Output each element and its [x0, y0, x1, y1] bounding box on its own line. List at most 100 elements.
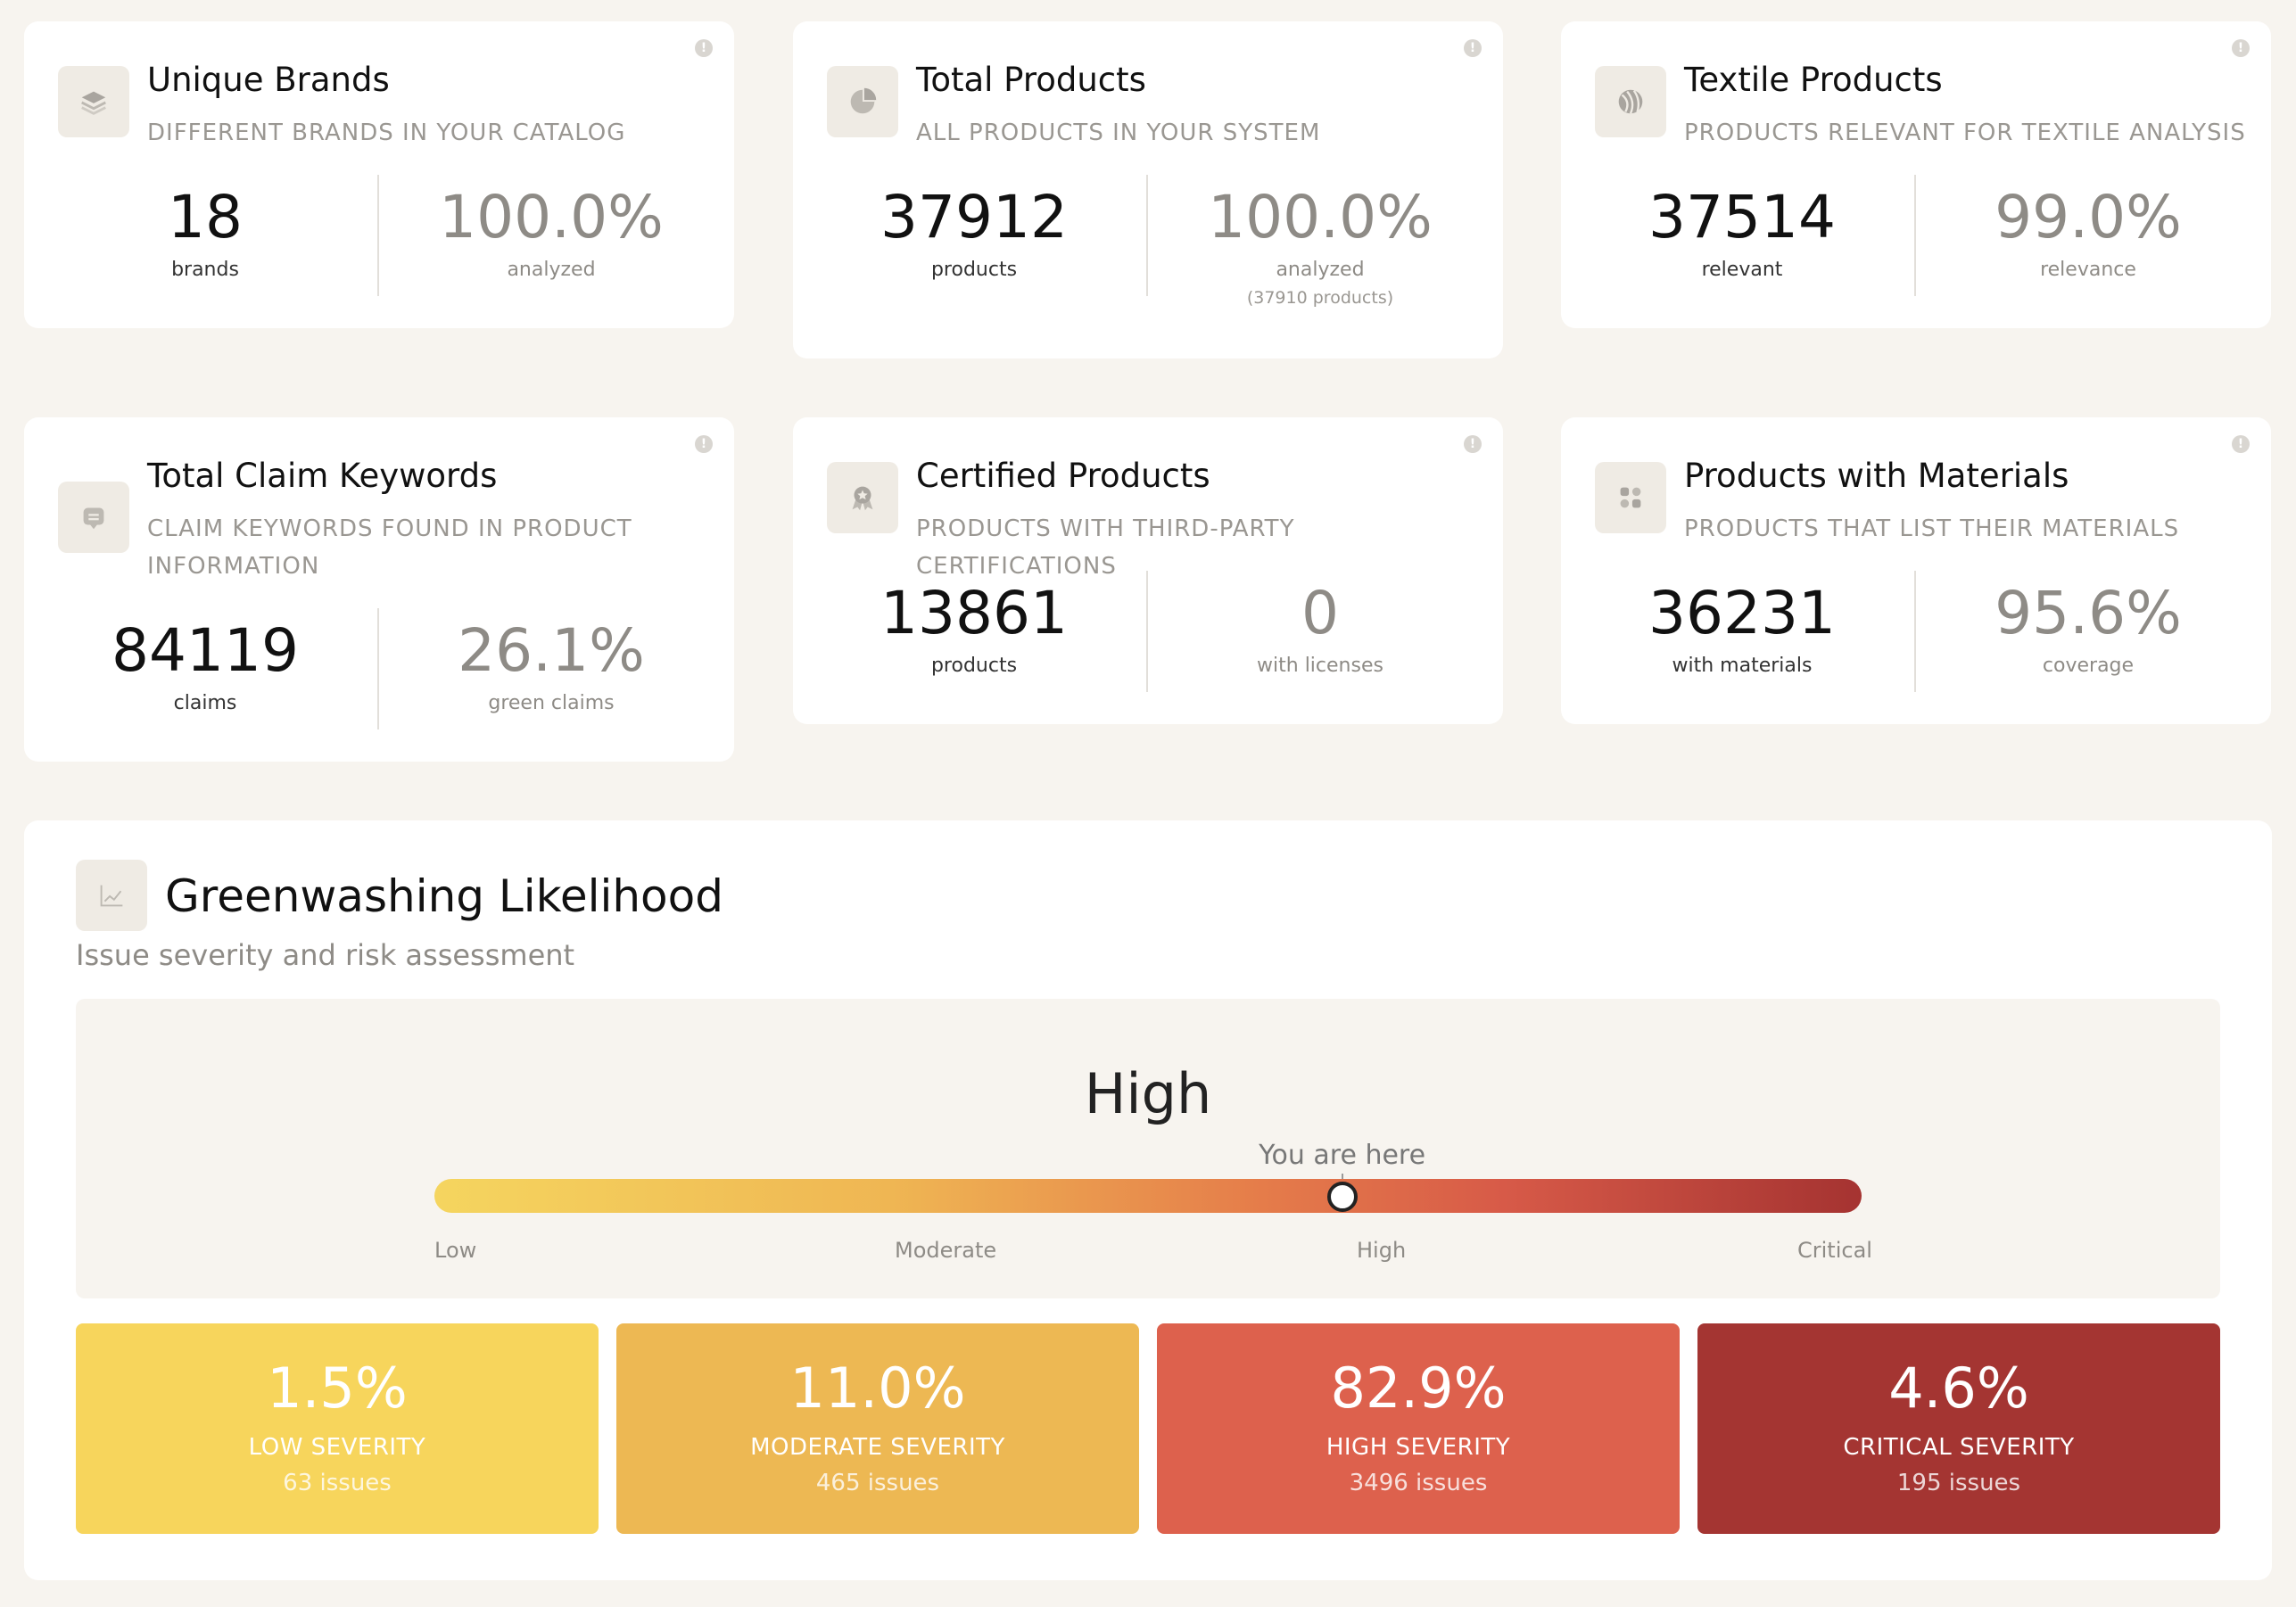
secondary-stat: 99.0% relevance: [1916, 182, 2260, 281]
stat-label: products: [930, 259, 1018, 281]
severity-percent: 11.0%: [789, 1356, 966, 1421]
severity-gradient-bar: [434, 1179, 1862, 1213]
divider: [1914, 571, 1916, 692]
stat-label: claims: [173, 692, 237, 714]
severity-box-high: 82.9% HIGH SEVERITY 3496 issues: [1157, 1323, 1680, 1534]
stat-card-products-materials: ! Products with Materials PRODUCTS THAT …: [1561, 417, 2271, 724]
primary-stat: 36231 with materials: [1570, 578, 1914, 677]
layers-icon: [58, 66, 129, 137]
stat-card-claim-keywords: ! Total Claim Keywords CLAIM KEYWORDS FO…: [24, 417, 734, 762]
stat-card-total-products: ! Total Products ALL PRODUCTS IN YOUR SY…: [793, 21, 1503, 358]
severity-box-low: 1.5% LOW SEVERITY 63 issues: [76, 1323, 599, 1534]
pie-chart-icon: [827, 66, 898, 137]
stat-value: 13861: [880, 579, 1068, 647]
divider: [377, 175, 379, 296]
secondary-stat: 95.6% coverage: [1916, 578, 2260, 677]
stat-value: 100.0%: [1208, 183, 1433, 251]
secondary-stat: 100.0% analyzed: [379, 182, 723, 281]
primary-stat: 37514 relevant: [1570, 182, 1914, 281]
divider: [1914, 175, 1916, 296]
position-marker: [1326, 1182, 1358, 1212]
stat-value: 37514: [1648, 183, 1836, 251]
card-title: Unique Brands: [147, 61, 390, 99]
stat-detail: (37910 products): [1246, 288, 1394, 308]
primary-stat: 84119 claims: [33, 615, 377, 714]
primary-stat: 37912 products: [802, 182, 1146, 281]
likelihood-level: High: [1084, 1061, 1212, 1126]
section-subtitle: Issue severity and risk assessment: [76, 938, 575, 972]
marker-label: You are here: [1259, 1140, 1426, 1171]
stat-label: relevant: [1701, 259, 1783, 281]
stat-value: 37912: [880, 183, 1068, 251]
yarn-icon: [1595, 66, 1666, 137]
severity-box-critical: 4.6% CRITICAL SEVERITY 195 issues: [1697, 1323, 2220, 1534]
stat-label: products: [930, 655, 1018, 677]
stat-card-certified-products: ! Certified Products PRODUCTS WITH THIRD…: [793, 417, 1503, 724]
greenwashing-card: Greenwashing Likelihood Issue severity a…: [24, 820, 2272, 1580]
secondary-stat: 100.0% analyzed (37910 products): [1148, 182, 1492, 308]
message-icon: [58, 482, 129, 553]
stat-card-textile-products: ! Textile Products PRODUCTS RELEVANT FOR…: [1561, 21, 2271, 328]
stat-value: 26.1%: [458, 616, 645, 685]
stat-card-unique-brands: ! Unique Brands DIFFERENT BRANDS IN YOUR…: [24, 21, 734, 328]
line-chart-icon: [76, 860, 147, 931]
divider: [1146, 175, 1148, 296]
divider: [377, 608, 379, 729]
stat-label: brands: [171, 259, 239, 281]
severity-issues: 3496 issues: [1349, 1470, 1488, 1496]
card-subtitle: PRODUCTS RELEVANT FOR TEXTILE ANALYSIS: [1684, 119, 2246, 146]
severity-percent: 1.5%: [267, 1356, 408, 1421]
card-subtitle: ALL PRODUCTS IN YOUR SYSTEM: [916, 119, 1321, 146]
severity-issues: 195 issues: [1896, 1470, 2021, 1496]
stat-value: 99.0%: [1995, 183, 2182, 251]
stat-value: 18: [168, 183, 243, 251]
scale-label-high: High: [1357, 1238, 1407, 1263]
card-subtitle: DIFFERENT BRANDS IN YOUR CATALOG: [147, 119, 626, 146]
severity-name: LOW SEVERITY: [248, 1434, 426, 1461]
stat-label: with materials: [1672, 655, 1813, 677]
severity-issues: 465 issues: [815, 1470, 940, 1496]
card-subtitle: PRODUCTS THAT LIST THEIR MATERIALS: [1684, 515, 2180, 542]
card-title: Products with Materials: [1684, 457, 2069, 495]
primary-stat: 18 brands: [33, 182, 377, 281]
info-icon[interactable]: !: [2232, 39, 2250, 57]
stat-value: 0: [1301, 579, 1339, 647]
info-icon[interactable]: !: [695, 435, 713, 453]
info-icon[interactable]: !: [1464, 39, 1482, 57]
likelihood-gauge: High You are here Low Moderate High Crit…: [76, 999, 2220, 1298]
info-icon[interactable]: !: [695, 39, 713, 57]
stat-value: 95.6%: [1995, 579, 2182, 647]
section-title: Greenwashing Likelihood: [165, 870, 723, 922]
card-title: Total Claim Keywords: [147, 457, 498, 495]
stat-label: analyzed: [1276, 259, 1365, 281]
secondary-stat: 26.1% green claims: [379, 615, 723, 714]
severity-percent: 82.9%: [1330, 1356, 1507, 1421]
severity-issues: 63 issues: [283, 1470, 392, 1496]
stat-value: 100.0%: [439, 183, 664, 251]
card-title: Certified Products: [916, 457, 1210, 495]
stat-label: analyzed: [507, 259, 596, 281]
stat-value: 36231: [1648, 579, 1836, 647]
severity-box-moderate: 11.0% MODERATE SEVERITY 465 issues: [616, 1323, 1139, 1534]
card-title: Total Products: [916, 61, 1146, 99]
info-icon[interactable]: !: [1464, 435, 1482, 453]
card-subtitle: PRODUCTS WITH THIRD-PARTY CERTIFICATIONS: [916, 515, 1295, 580]
secondary-stat: 0 with licenses: [1148, 578, 1492, 677]
card-title: Textile Products: [1684, 61, 1943, 99]
stat-label: with licenses: [1257, 655, 1383, 677]
card-subtitle: CLAIM KEYWORDS FOUND IN PRODUCT INFORMAT…: [147, 515, 632, 580]
scale-label-low: Low: [434, 1238, 477, 1263]
scale-label-critical: Critical: [1797, 1238, 1872, 1263]
info-icon[interactable]: !: [2232, 435, 2250, 453]
stat-label: coverage: [2042, 655, 2135, 677]
scale-label-moderate: Moderate: [895, 1238, 997, 1263]
primary-stat: 13861 products: [802, 578, 1146, 677]
severity-percent: 4.6%: [1888, 1356, 2029, 1421]
stat-value: 84119: [111, 616, 299, 685]
severity-name: CRITICAL SEVERITY: [1843, 1434, 2075, 1461]
award-icon: [827, 462, 898, 533]
stat-label: green claims: [488, 692, 615, 714]
severity-name: HIGH SEVERITY: [1326, 1434, 1511, 1461]
stat-label: relevance: [2040, 259, 2136, 281]
grid-icon: [1595, 462, 1666, 533]
